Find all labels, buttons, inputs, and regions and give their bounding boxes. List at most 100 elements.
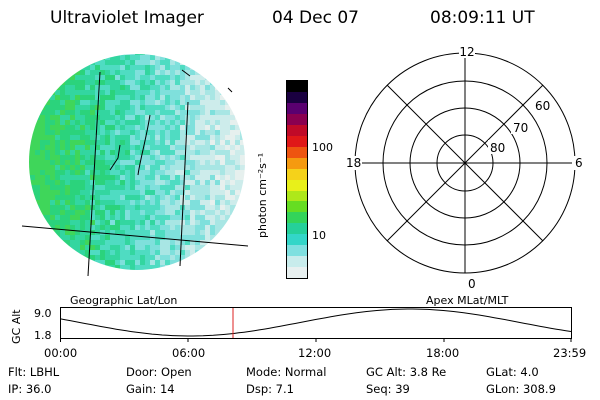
image-pixel [35,135,40,140]
image-pixel [160,240,165,245]
image-pixel [45,195,50,200]
image-pixel [195,155,200,160]
image-pixel [45,140,50,145]
image-pixel [170,215,175,220]
image-pixel [110,140,115,145]
image-pixel [60,200,65,205]
image-pixel [75,160,80,165]
image-pixel [160,54,165,55]
image-pixel [95,225,100,230]
image-pixel [175,125,180,130]
image-pixel [50,80,55,85]
image-pixel [180,115,185,120]
image-pixel [155,240,160,245]
image-pixel [160,95,165,100]
image-pixel [105,140,110,145]
image-pixel [170,160,175,165]
image-pixel [90,155,95,160]
image-pixel [105,185,110,190]
image-pixel [45,255,50,260]
image-pixel [100,210,105,215]
image-pixel [235,220,240,225]
colorbar-segment [287,179,307,191]
image-pixel [65,60,70,65]
image-pixel [215,235,220,240]
image-pixel [215,75,220,80]
image-pixel [85,165,90,170]
image-pixel [220,210,225,215]
image-pixel [130,165,135,170]
image-pixel [225,225,230,230]
image-pixel [90,180,95,185]
image-pixel [35,255,40,260]
image-pixel [95,240,100,245]
image-pixel [155,75,160,80]
image-pixel [65,265,70,270]
image-pixel [85,200,90,205]
image-pixel [170,265,175,270]
image-pixel [140,140,145,145]
image-pixel [29,265,30,270]
image-pixel [90,270,95,275]
image-pixel [85,215,90,220]
image-pixel [195,90,200,95]
image-pixel [85,230,90,235]
image-pixel [70,175,75,180]
image-pixel [95,200,100,205]
image-pixel [195,110,200,115]
image-pixel [50,140,55,145]
image-pixel [205,140,210,145]
apex-caption: Apex MLat/MLT [426,294,509,307]
image-pixel [115,155,120,160]
image-pixel [60,165,65,170]
image-pixel [160,165,165,170]
image-pixel [175,210,180,215]
image-pixel [215,270,220,275]
image-pixel [55,100,60,105]
image-pixel [190,170,195,175]
image-pixel [175,165,180,170]
image-pixel [50,260,55,265]
image-pixel [110,250,115,255]
image-pixel [80,140,85,145]
image-pixel [30,160,35,165]
image-pixel [195,220,200,225]
image-pixel [100,255,105,260]
auroral-pixels [29,54,245,275]
image-pixel [125,190,130,195]
image-pixel [215,155,220,160]
image-pixel [95,155,100,160]
image-pixel [145,90,150,95]
image-pixel [40,75,45,80]
image-pixel [160,120,165,125]
image-pixel [125,255,130,260]
image-pixel [100,100,105,105]
image-pixel [75,175,80,180]
image-pixel [135,54,140,55]
image-pixel [240,70,245,75]
image-pixel [140,145,145,150]
image-pixel [210,120,215,125]
image-pixel [140,230,145,235]
image-pixel [235,80,240,85]
image-pixel [190,75,195,80]
image-pixel [140,225,145,230]
color-scale-bar [286,80,308,279]
image-pixel [195,70,200,75]
door-readout: Door: Open [126,365,192,379]
image-pixel [80,190,85,195]
image-pixel [190,195,195,200]
image-pixel [230,210,235,215]
image-pixel [220,110,225,115]
image-pixel [29,255,30,260]
image-pixel [60,105,65,110]
image-pixel [220,220,225,225]
image-pixel [155,175,160,180]
image-pixel [115,85,120,90]
image-pixel [210,195,215,200]
image-pixel [120,165,125,170]
image-pixel [165,155,170,160]
image-pixel [100,230,105,235]
image-pixel [75,250,80,255]
image-pixel [70,195,75,200]
